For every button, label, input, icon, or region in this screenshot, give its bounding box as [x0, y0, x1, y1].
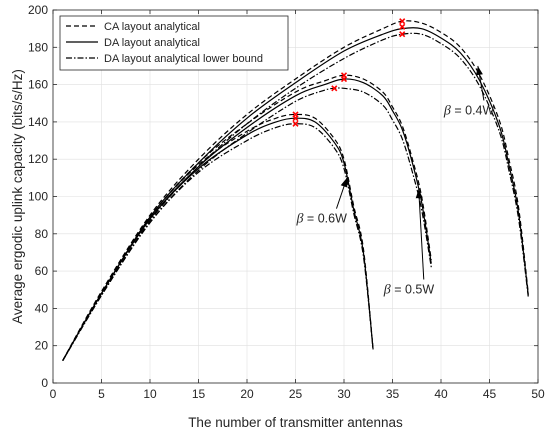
beta-label: β = 0.6W	[295, 212, 347, 227]
y-tick-label: 0	[41, 376, 48, 390]
y-tick-label: 20	[35, 339, 49, 353]
legend-label: CA layout analytical	[104, 21, 200, 33]
beta-symbol: β	[295, 212, 303, 227]
x-tick-label: 45	[483, 387, 497, 401]
beta-value: = 0.6W	[303, 212, 347, 226]
annotation-arrow-line	[418, 189, 425, 280]
y-tick-label: 80	[35, 227, 49, 241]
y-tick-label: 140	[28, 115, 48, 129]
optimum-marker	[292, 120, 299, 127]
x-tick-label: 20	[240, 387, 254, 401]
series-line	[62, 78, 432, 361]
x-tick-label: 15	[192, 387, 206, 401]
y-tick-label: 60	[35, 264, 49, 278]
series-line	[62, 32, 529, 361]
beta-annotations: β = 0.6Wβ = 0.5Wβ = 0.4W	[295, 65, 495, 297]
y-tick-label: 160	[28, 78, 48, 92]
x-tick-label: 40	[434, 387, 448, 401]
x-tick-label: 35	[386, 387, 400, 401]
legend-label: DA layout analytical lower bound	[104, 53, 263, 65]
y-tick-label: 120	[28, 152, 48, 166]
optimum-markers	[292, 18, 406, 127]
beta-value: = 0.4W	[451, 103, 495, 117]
x-axis-label: The number of transmitter antennas	[188, 415, 403, 430]
x-tick-label: 50	[531, 387, 545, 401]
y-tick-label: 40	[35, 301, 49, 315]
legend-box	[59, 15, 289, 71]
y-axis-label: Average ergodic uplink capacity (bits/s/…	[10, 69, 25, 324]
legend-label: DA layout analytical	[104, 37, 200, 49]
beta-label: β = 0.4W	[443, 103, 495, 118]
beta-value: = 0.5W	[391, 282, 435, 296]
x-tick-label: 0	[50, 387, 57, 401]
x-tick-label: 5	[98, 387, 105, 401]
y-tick-label: 100	[28, 190, 48, 204]
series-line	[62, 87, 432, 361]
optimum-marker	[331, 85, 338, 92]
annotation-arrow-head	[415, 189, 423, 199]
axis-ticks: 0 5 10 15 20 25 30 35 40 45 50 0 20 40 60 80 100 120 140 16…	[28, 3, 545, 401]
optimum-marker	[292, 115, 299, 122]
beta-label: β = 0.5W	[383, 282, 435, 297]
y-tick-label: 200	[28, 3, 48, 17]
x-tick-label: 25	[289, 387, 303, 401]
legend: CA layout analytical DA layout analytical…	[59, 15, 289, 71]
optimum-marker	[399, 31, 406, 38]
optimum-marker	[399, 23, 406, 30]
optimum-marker	[399, 18, 406, 25]
optimum-marker	[340, 75, 348, 83]
annotation-arrow-head	[475, 65, 483, 76]
annotation-arrow-head	[340, 177, 348, 188]
beta-symbol: β	[383, 282, 391, 297]
y-tick-label: 180	[28, 40, 48, 54]
beta-symbol: β	[443, 103, 451, 118]
x-tick-label: 10	[143, 387, 157, 401]
x-tick-label: 30	[337, 387, 351, 401]
